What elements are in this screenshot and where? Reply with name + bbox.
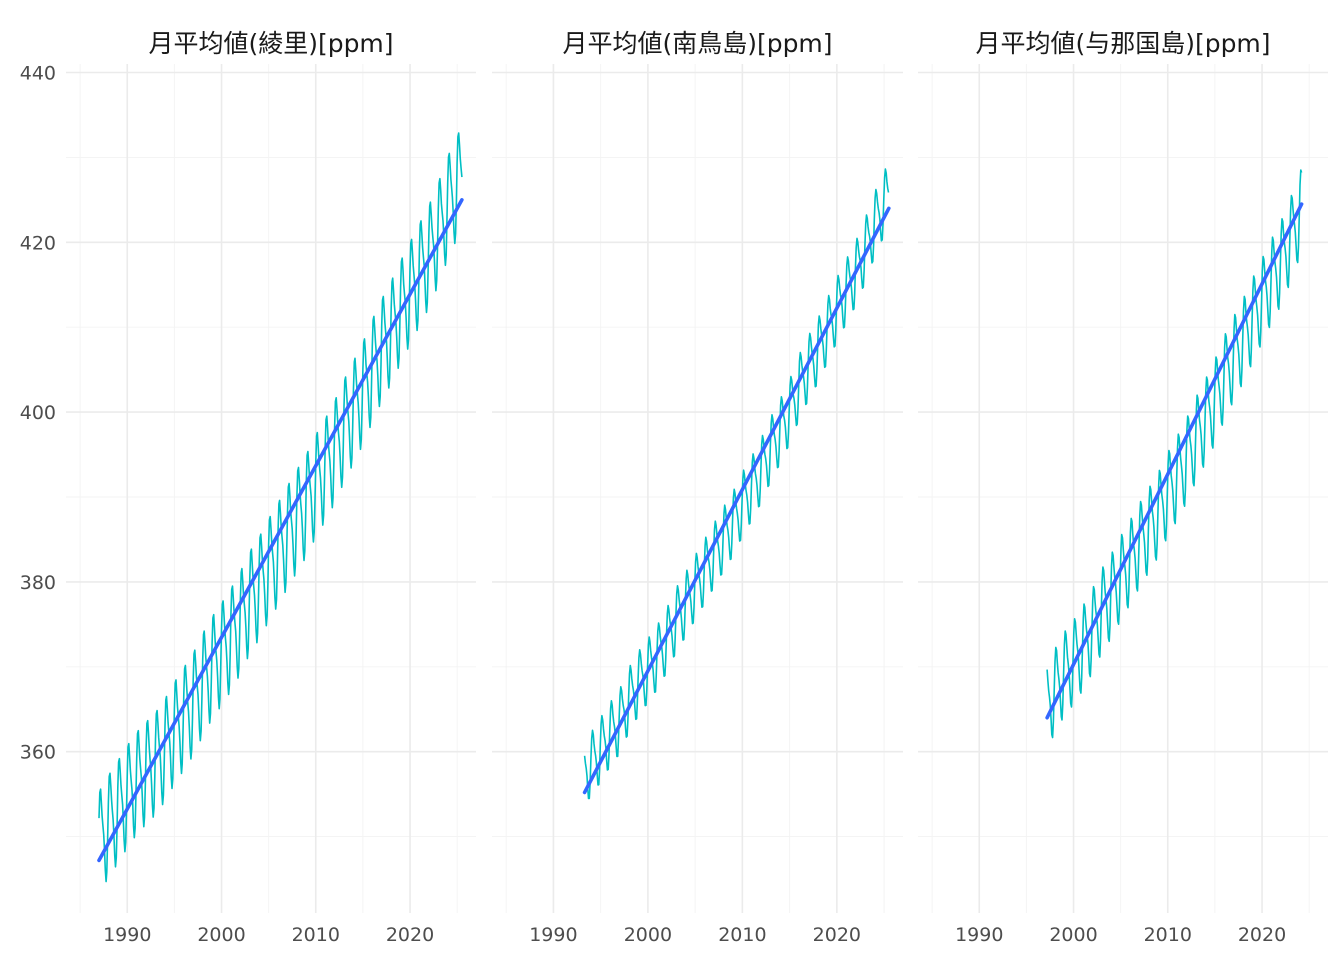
y-tick-label: 440 (20, 62, 56, 84)
observed-series-line (583, 168, 890, 800)
x-tick-label: 1990 (103, 924, 151, 946)
panel-title: 月平均値(南鳥島)[ppm] (562, 29, 832, 58)
x-tick-label: 2010 (292, 924, 340, 946)
x-tick-label: 2000 (1049, 924, 1097, 946)
y-tick-label: 400 (20, 402, 56, 424)
trend-line (1045, 202, 1304, 720)
observed-series-line (98, 132, 463, 883)
x-tick-label: 2020 (813, 924, 861, 946)
x-tick-label: 1990 (529, 924, 577, 946)
x-tick-label: 2010 (718, 924, 766, 946)
y-tick-label: 380 (20, 572, 56, 594)
panel-title: 月平均値(与那国島)[ppm] (975, 29, 1270, 58)
y-tick-label: 420 (20, 232, 56, 254)
x-tick-label: 2020 (1238, 924, 1286, 946)
y-tick-label: 360 (20, 742, 56, 764)
trend-line (97, 198, 464, 863)
trend-line (582, 206, 891, 795)
x-tick-label: 2020 (386, 924, 434, 946)
x-tick-label: 2000 (197, 924, 245, 946)
panel-title: 月平均値(綾里)[ppm] (148, 29, 393, 58)
x-tick-label: 1990 (955, 924, 1003, 946)
x-tick-label: 2000 (624, 924, 672, 946)
x-tick-label: 2010 (1144, 924, 1192, 946)
observed-series-line (1046, 169, 1303, 739)
